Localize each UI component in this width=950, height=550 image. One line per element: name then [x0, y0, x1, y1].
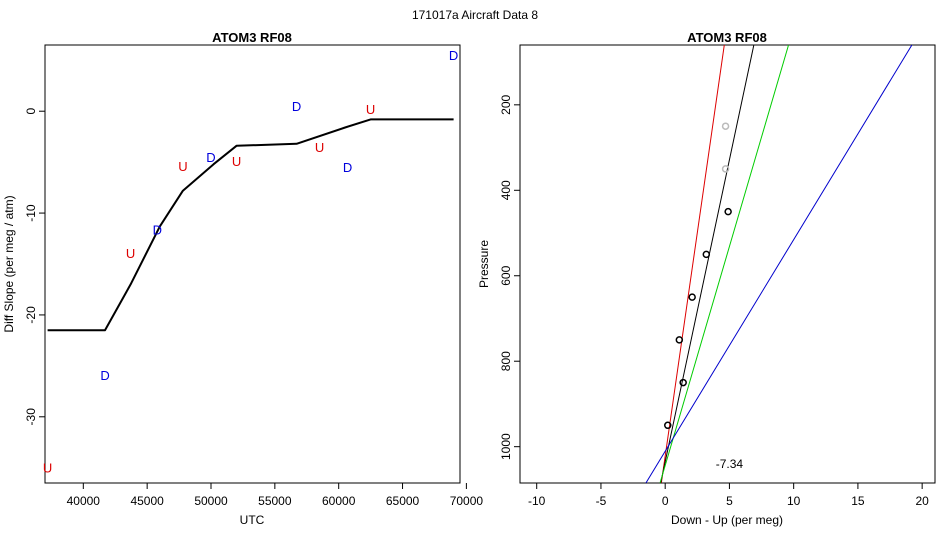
diff-slope-line [47, 118, 454, 332]
flight-marker-down: D [292, 99, 301, 114]
x-tick-label: 40000 [67, 494, 101, 508]
x-tick-label: 55000 [258, 494, 292, 508]
y-tick-label: 800 [499, 351, 513, 371]
x-tick-label: 5 [726, 494, 733, 508]
y-tick-label: -30 [24, 408, 38, 426]
left-y-axis: 0 -10 -20 -30 [24, 108, 45, 426]
flight-marker-down: D [206, 150, 215, 165]
y-tick-label: -10 [24, 204, 38, 222]
fit-line [645, 45, 913, 483]
panel-left-diff-slope: ATOM3 RF08 40000 45000 50000 55000 60000 6500… [2, 30, 483, 527]
flight-marker-down: D [343, 160, 352, 175]
pressure-point [721, 122, 730, 130]
flight-marker-up: U [178, 159, 187, 174]
right-fit-lines [645, 45, 913, 483]
left-plot-frame [44, 44, 461, 484]
y-tick-label: 200 [499, 94, 513, 114]
left-series-line [47, 118, 454, 332]
fit-line [660, 45, 755, 483]
x-tick-label: 20 [915, 494, 929, 508]
x-tick-label: 15 [851, 494, 865, 508]
left-panel-title: ATOM3 RF08 [212, 30, 292, 45]
pressure-point [664, 421, 672, 430]
x-tick-label: -10 [528, 494, 546, 508]
y-tick-label: 1000 [499, 433, 513, 460]
left-x-axis-label: UTC [240, 513, 265, 527]
pressure-point [721, 165, 730, 173]
right-scatter-points [664, 122, 732, 430]
flight-marker-up: U [232, 154, 241, 169]
right-y-axis-label: Pressure [477, 240, 491, 288]
pressure-point [688, 293, 696, 301]
fit-line [659, 45, 790, 483]
x-tick-label: 0 [662, 494, 669, 508]
x-tick-label: -5 [596, 494, 607, 508]
right-plot-frame [519, 44, 936, 484]
right-x-axis: -10 -5 0 5 10 15 20 [528, 483, 929, 508]
right-x-axis-label: Down - Up (per meg) [671, 513, 783, 527]
y-tick-label: 600 [499, 265, 513, 285]
figure-super-title: 171017a Aircraft Data 8 [412, 8, 538, 22]
pressure-point [724, 207, 732, 216]
left-y-axis-label: Diff Slope (per meg / atm) [2, 195, 16, 332]
x-tick-label: 65000 [386, 494, 420, 508]
pressure-point [702, 250, 711, 259]
right-y-axis: 200 400 600 800 1000 [499, 94, 520, 460]
right-slope-annotation: -7.34 [716, 457, 744, 471]
x-tick-label: 60000 [322, 494, 356, 508]
left-flight-markers: U D U D U D U D U D U D [43, 48, 458, 476]
right-panel-title: ATOM3 RF08 [687, 30, 767, 45]
fit-line [660, 45, 725, 483]
y-tick-label: 400 [499, 180, 513, 200]
flight-marker-up: U [315, 140, 324, 155]
x-tick-label: 10 [787, 494, 801, 508]
panel-right-pressure-profile: ATOM3 RF08 -10 -5 0 5 10 15 20 200 400 600 800 100… [477, 30, 936, 527]
flight-marker-up: U [126, 246, 135, 261]
flight-marker-up: U [366, 102, 375, 117]
flight-marker-down: D [100, 368, 109, 383]
flight-marker-up: U [43, 461, 52, 476]
pressure-point [675, 336, 684, 344]
x-tick-label: 50000 [194, 494, 228, 508]
x-tick-label: 45000 [130, 494, 164, 508]
flight-marker-down: D [449, 48, 458, 63]
y-tick-label: 0 [24, 108, 38, 115]
y-tick-label: -20 [24, 306, 38, 324]
x-tick-label: 70000 [450, 494, 484, 508]
flight-marker-down: D [153, 222, 162, 237]
left-x-axis: 40000 45000 50000 55000 60000 65000 70000 [67, 483, 484, 508]
pressure-point [679, 378, 687, 387]
